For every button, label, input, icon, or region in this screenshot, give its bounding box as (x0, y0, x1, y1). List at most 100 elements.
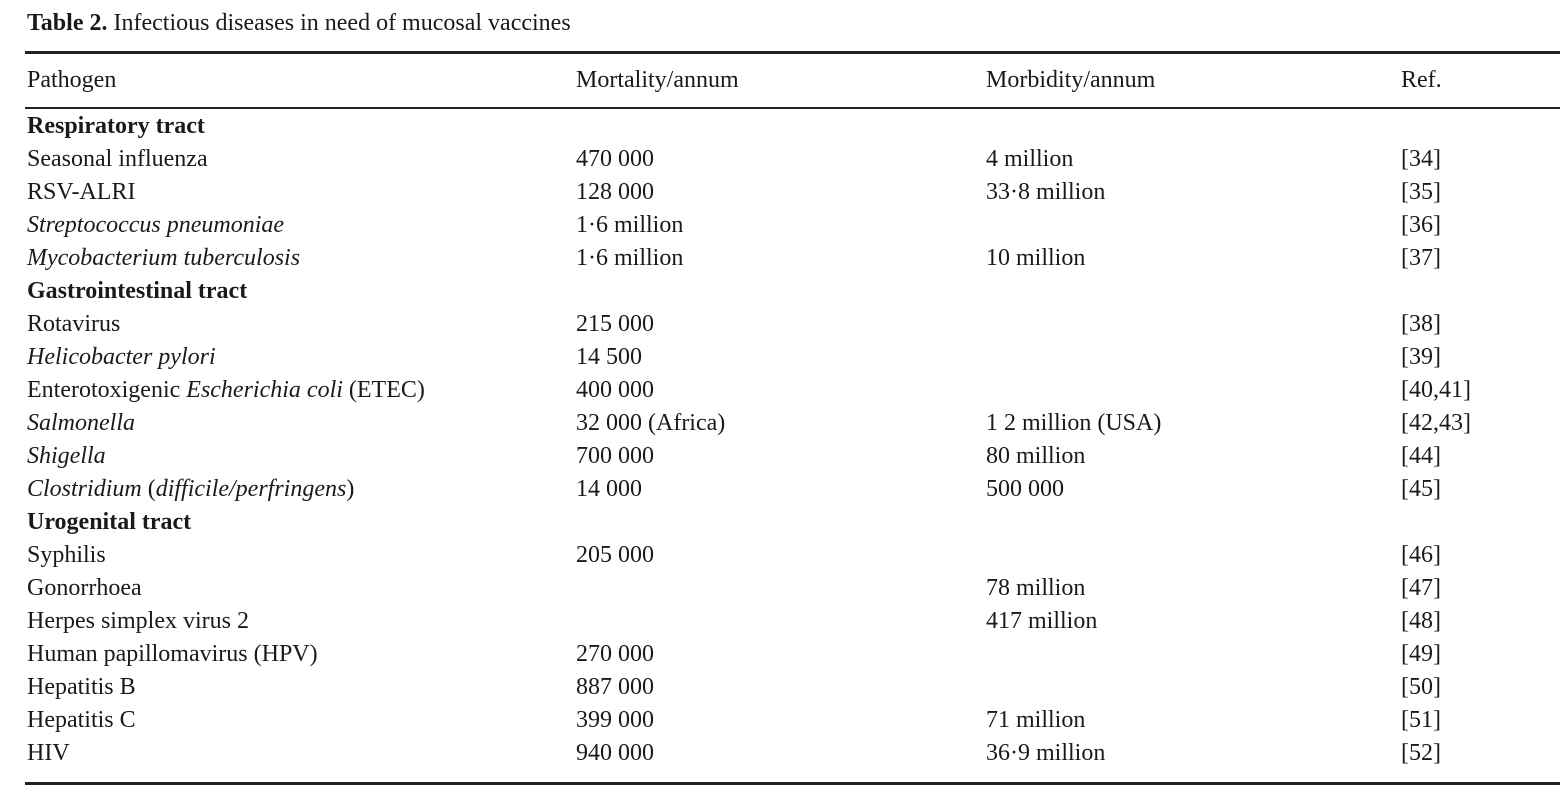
ref-cell: [39] (1401, 344, 1441, 370)
table-header-rule (25, 107, 1560, 109)
morbidity-cell: 4 million (986, 146, 1074, 172)
table-row: Salmonella 32 000 (Africa) 1 2 million (US… (0, 407, 1564, 440)
ref-cell: [38] (1401, 311, 1441, 337)
pathogen-text-segment: Seasonal influenza (27, 146, 208, 172)
pathogen-text-segment: Hepatitis B (27, 674, 136, 700)
table-top-rule (25, 51, 1560, 54)
ref-cell: [44] (1401, 443, 1441, 469)
pathogen-cell: Enterotoxigenic Escherichia coli (ETEC) (27, 374, 425, 407)
table-caption-text: Infectious diseases in need of mucosal v… (107, 10, 571, 36)
ref-cell: [47] (1401, 575, 1441, 601)
pathogen-text-segment: Clostridium (27, 476, 142, 502)
table-row: Mycobacterium tuberculosis 1·6 million 10 … (0, 242, 1564, 275)
mortality-cell: 14 500 (576, 344, 642, 370)
table-row: Hepatitis C 399 000 71 million [51] (0, 704, 1564, 737)
table-row: Herpes simplex virus 2 417 million [48] (0, 605, 1564, 638)
ref-cell: [51] (1401, 707, 1441, 733)
morbidity-cell: 10 million (986, 245, 1086, 271)
ref-cell: [50] (1401, 674, 1441, 700)
section-row: Respiratory tract (0, 110, 1564, 143)
morbidity-cell: 417 million (986, 608, 1098, 634)
column-header-pathogen: Pathogen (27, 67, 117, 93)
pathogen-cell: Salmonella (27, 407, 135, 440)
morbidity-cell: 36·9 million (986, 740, 1106, 766)
pathogen-text-segment: Respiratory tract (27, 113, 205, 139)
pathogen-cell: Helicobacter pylori (27, 341, 216, 374)
pathogen-cell: Rotavirus (27, 308, 120, 341)
pathogen-text-segment: Gastrointestinal tract (27, 278, 248, 304)
table-row: Hepatitis B 887 000 [50] (0, 671, 1564, 704)
ref-cell: [40,41] (1401, 377, 1471, 403)
pathogen-text-segment: Gonorrhoea (27, 575, 142, 601)
column-header-ref: Ref. (1401, 67, 1442, 93)
mortality-cell: 400 000 (576, 377, 654, 403)
mortality-cell: 470 000 (576, 146, 654, 172)
ref-cell: [45] (1401, 476, 1441, 502)
table-row: Gonorrhoea 78 million [47] (0, 572, 1564, 605)
pathogen-text-segment: Helicobacter pylori (27, 344, 216, 370)
section-title: Urogenital tract (27, 506, 191, 539)
ref-cell: [48] (1401, 608, 1441, 634)
pathogen-text-segment: Escherichia coli (186, 377, 343, 403)
pathogen-text-segment: Enterotoxigenic (27, 377, 187, 403)
table-caption-label: Table 2. (27, 10, 108, 36)
pathogen-cell: Human papillomavirus (HPV) (27, 638, 318, 671)
pathogen-text-segment: Rotavirus (27, 311, 121, 337)
section-title: Gastrointestinal tract (27, 275, 247, 308)
ref-cell: [34] (1401, 146, 1441, 172)
table-row: Rotavirus 215 000 [38] (0, 308, 1564, 341)
ref-cell: [35] (1401, 179, 1441, 205)
table-caption: Table 2. Infectious diseases in need of … (27, 8, 571, 38)
mortality-cell: 940 000 (576, 740, 654, 766)
pathogen-cell: Hepatitis C (27, 704, 136, 737)
mortality-cell: 128 000 (576, 179, 654, 205)
table-row: RSV-ALRI 128 000 33·8 million [35] (0, 176, 1564, 209)
pathogen-text-segment: (ETEC) (342, 377, 425, 403)
column-header-morbidity: Morbidity/annum (986, 67, 1156, 93)
table-row: Enterotoxigenic Escherichia coli (ETEC) 4… (0, 374, 1564, 407)
mortality-cell: 887 000 (576, 674, 654, 700)
pathogen-text-segment: Human papillomavirus (HPV) (27, 641, 318, 667)
table-row: Seasonal influenza 470 000 4 million [34] (0, 143, 1564, 176)
mortality-cell: 270 000 (576, 641, 654, 667)
mortality-cell: 1·6 million (576, 245, 684, 271)
mortality-cell: 215 000 (576, 311, 654, 337)
pathogen-cell: Mycobacterium tuberculosis (27, 242, 300, 275)
morbidity-cell: 500 000 (986, 476, 1064, 502)
pathogen-text-segment: Mycobacterium tuberculosis (27, 245, 301, 271)
column-header-mortality: Mortality/annum (576, 67, 739, 93)
pathogen-text-segment: Herpes simplex virus 2 (27, 608, 249, 634)
table-row: HIV 940 000 36·9 million [52] (0, 737, 1564, 770)
pathogen-text-segment: Urogenital tract (27, 509, 192, 535)
table-row: Syphilis 205 000 [46] (0, 539, 1564, 572)
mortality-cell: 32 000 (Africa) (576, 410, 726, 436)
pathogen-cell: Herpes simplex virus 2 (27, 605, 249, 638)
pathogen-cell: Shigella (27, 440, 106, 473)
pathogen-text-segment: Salmonella (27, 410, 135, 436)
pathogen-text-segment: Streptococcus pneumoniae (27, 212, 285, 238)
morbidity-cell: 78 million (986, 575, 1086, 601)
table-body: Respiratory tract Seasonal influenza 470 0… (0, 110, 1564, 780)
pathogen-cell: Hepatitis B (27, 671, 136, 704)
table-row: Clostridium (difficile/perfringens) 14 00… (0, 473, 1564, 506)
pathogen-text-segment: RSV-ALRI (27, 179, 136, 205)
mortality-cell: 399 000 (576, 707, 654, 733)
table-header-row: Pathogen Mortality/annum Morbidity/annum… (0, 64, 1564, 97)
pathogen-text-segment: Shigella (27, 443, 106, 469)
pathogen-cell: Gonorrhoea (27, 572, 142, 605)
pathogen-cell: Clostridium (difficile/perfringens) (27, 473, 354, 506)
section-row: Urogenital tract (0, 506, 1564, 539)
morbidity-cell: 80 million (986, 443, 1086, 469)
table-row: Streptococcus pneumoniae 1·6 million [36] (0, 209, 1564, 242)
mortality-cell: 205 000 (576, 542, 654, 568)
pathogen-text-segment: ( (141, 476, 156, 502)
table-row: Shigella 700 000 80 million [44] (0, 440, 1564, 473)
ref-cell: [52] (1401, 740, 1441, 766)
mortality-cell: 1·6 million (576, 212, 684, 238)
pathogen-text-segment: ) (346, 476, 355, 502)
section-row: Gastrointestinal tract (0, 275, 1564, 308)
ref-cell: [37] (1401, 245, 1441, 271)
morbidity-cell: 71 million (986, 707, 1086, 733)
morbidity-cell: 33·8 million (986, 179, 1106, 205)
pathogen-text-segment: Syphilis (27, 542, 106, 568)
